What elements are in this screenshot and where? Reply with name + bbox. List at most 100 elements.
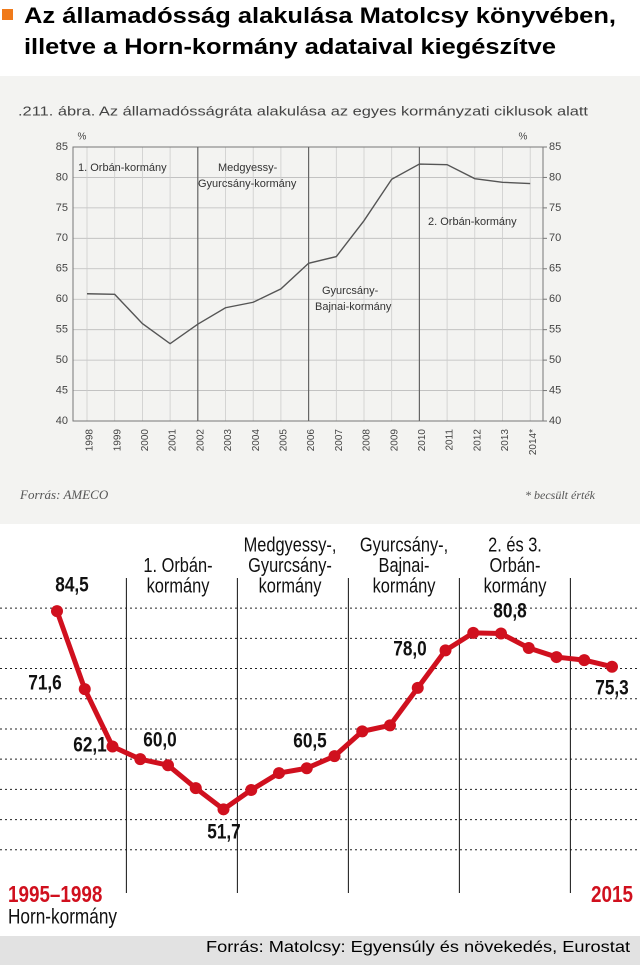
data-point <box>273 767 285 780</box>
data-point <box>134 753 147 766</box>
data-point <box>522 642 535 654</box>
period-annotation: 2. Orbán-kormány <box>428 216 517 228</box>
period-annotation: Gyurcsány-, <box>360 533 448 556</box>
x-tick-label: 2000 <box>140 429 151 452</box>
period-annotation: Medgyessy- <box>218 162 278 174</box>
y-tick-label: 50 <box>56 354 68 366</box>
x-tick-label: 2001 <box>168 429 179 452</box>
y2-tick-label: 75 <box>549 202 561 214</box>
y2-tick-label: 80 <box>549 171 561 183</box>
header-title: illetve a Horn-kormány adataival kiegész… <box>24 34 556 59</box>
data-point <box>356 725 369 738</box>
chart-source: Forrás: AMECO <box>19 487 109 502</box>
y2-tick-label: 70 <box>549 232 561 244</box>
value-label: 60,0 <box>143 729 177 752</box>
y2-tick-label: 60 <box>549 293 561 305</box>
footer-bar <box>0 936 640 965</box>
y-tick-label: 85 <box>56 141 68 153</box>
y2-tick-label: 50 <box>549 354 561 366</box>
period-annotation: kormány <box>373 574 437 597</box>
x-tick-label: 1999 <box>112 429 123 452</box>
chart-note: * becsült érték <box>525 488 596 502</box>
footer-source: Forrás: Matolcsy: Egyensúly és növekedés… <box>206 939 631 956</box>
chart-caption: .211. ábra. Az államadósságráta alakulás… <box>18 103 588 118</box>
period-annotation: Orbán- <box>490 553 541 576</box>
x-tick-label: 2012 <box>472 429 483 452</box>
period-annotation: 1. Orbán- <box>143 553 212 576</box>
y2-tick-label: 45 <box>549 384 561 396</box>
x-tick-label: 2004 <box>251 429 262 452</box>
x-tick-label: 2003 <box>223 429 234 452</box>
value-label: 51,7 <box>207 821 241 844</box>
scan-background <box>0 76 640 524</box>
x-tick-label: 2010 <box>417 429 428 452</box>
y-tick-label: 60 <box>56 293 68 305</box>
period-annotation: kormány <box>147 574 211 597</box>
period-annotation: kormány <box>259 574 323 597</box>
data-point <box>78 683 91 696</box>
period-annotation: Bajnai-kormány <box>315 301 392 313</box>
period-annotation: Bajnai- <box>379 553 430 576</box>
data-point <box>495 627 507 640</box>
value-label: 80,8 <box>493 600 527 623</box>
data-line <box>86 163 531 345</box>
value-label: 78,0 <box>393 638 427 661</box>
data-point <box>217 803 230 816</box>
x-tick-label: 2005 <box>279 429 290 452</box>
data-point <box>106 740 119 753</box>
period-annotation: Gyurcsány- <box>322 285 379 297</box>
x-tick-label: 2002 <box>195 429 206 452</box>
header-marker <box>2 9 13 20</box>
y-axis-label: % <box>78 132 87 143</box>
data-point <box>578 654 591 667</box>
data-point <box>606 660 618 673</box>
data-point <box>189 782 202 795</box>
period-annotation: kormány <box>484 574 548 597</box>
data-point <box>51 605 63 618</box>
x-tick-label: 2013 <box>500 429 511 452</box>
y-tick-label: 65 <box>56 263 68 275</box>
x-tick-label: 2008 <box>362 429 373 452</box>
data-point <box>384 719 396 732</box>
period-annotation: Gyurcsány-kormány <box>198 178 297 190</box>
value-label: 75,3 <box>595 677 629 700</box>
y-tick-label: 55 <box>56 324 68 336</box>
data-point <box>439 644 452 657</box>
end-label: 2015 <box>591 882 633 907</box>
data-point <box>411 681 424 694</box>
y2-axis-label: % <box>519 132 528 143</box>
start-label: 1995–1998 <box>8 882 103 907</box>
period-annotation: 2. és 3. <box>488 533 542 556</box>
value-label: 60,5 <box>293 730 327 753</box>
period-annotation: Medgyessy-, <box>244 533 337 556</box>
x-tick-label: 2007 <box>334 429 345 452</box>
data-point <box>245 783 258 796</box>
x-tick-label: 2014* <box>528 429 539 455</box>
value-label: 71,6 <box>28 672 62 695</box>
data-point <box>328 750 341 763</box>
data-point <box>467 626 480 639</box>
y-tick-label: 40 <box>56 415 68 427</box>
y-tick-label: 75 <box>56 202 68 214</box>
data-point <box>550 651 563 664</box>
x-tick-label: 2006 <box>306 429 317 452</box>
period-annotation: 1. Orbán-kormány <box>78 162 167 174</box>
y2-tick-label: 40 <box>549 415 561 427</box>
y-tick-label: 45 <box>56 384 68 396</box>
start-sublabel: Horn-kormány <box>8 906 117 929</box>
x-tick-label: 2011 <box>445 429 456 451</box>
value-label: 62,1 <box>73 734 107 757</box>
y-tick-label: 80 <box>56 171 68 183</box>
period-annotation: Gyurcsány- <box>248 553 332 576</box>
y-tick-label: 70 <box>56 232 68 244</box>
y2-tick-label: 85 <box>549 141 561 153</box>
y2-tick-label: 55 <box>549 324 561 336</box>
y2-tick-label: 65 <box>549 263 561 275</box>
data-point <box>162 759 174 772</box>
header-title: Az államadósság alakulása Matolcsy könyv… <box>24 3 616 28</box>
x-tick-label: 1998 <box>85 429 96 452</box>
x-tick-label: 2009 <box>389 429 400 452</box>
data-point <box>300 762 313 775</box>
value-label: 84,5 <box>55 574 89 597</box>
